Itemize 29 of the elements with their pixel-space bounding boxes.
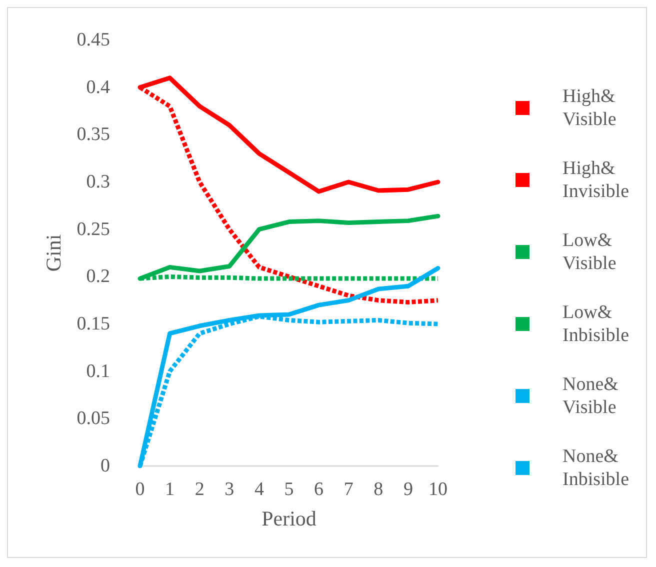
y-axis-title: Gini <box>42 234 66 272</box>
legend-label: Low&Visible <box>562 230 616 274</box>
x-tick-label: 1 <box>165 479 175 500</box>
legend-label: Low&Inbisible <box>562 302 630 346</box>
y-tick-label: 0.4 <box>86 76 110 98</box>
x-tick-label: 5 <box>284 479 294 500</box>
x-axis-title: Period <box>262 506 317 530</box>
y-tick-label: 0 <box>100 456 110 476</box>
x-tick-label: 7 <box>344 479 354 500</box>
x-tick-label: 0 <box>135 479 145 500</box>
x-tick-label: 4 <box>254 479 264 500</box>
x-tick-label: 2 <box>194 479 204 500</box>
y-tick-label: 0.3 <box>86 172 110 192</box>
x-tick-label: 8 <box>374 479 384 500</box>
y-tick-label: 0.25 <box>76 218 110 240</box>
x-tick-label: 6 <box>314 479 324 500</box>
y-tick-label: 0.2 <box>86 266 110 288</box>
y-tick-label: 0.45 <box>76 30 110 50</box>
y-tick-label: 0.1 <box>86 360 110 382</box>
legend-label: None&Inbisible <box>562 446 630 490</box>
legend-label: High&Invisible <box>562 158 630 202</box>
y-tick-label: 0.35 <box>76 124 110 146</box>
legend-label: High&Visible <box>562 86 616 130</box>
y-tick-label: 0.15 <box>76 314 110 334</box>
x-tick-label: 3 <box>224 479 234 500</box>
x-tick-label: 10 <box>428 479 448 500</box>
x-tick-label: 9 <box>403 479 413 500</box>
y-tick-label: 0.05 <box>76 408 110 430</box>
legend-label: None&Visible <box>562 374 619 418</box>
